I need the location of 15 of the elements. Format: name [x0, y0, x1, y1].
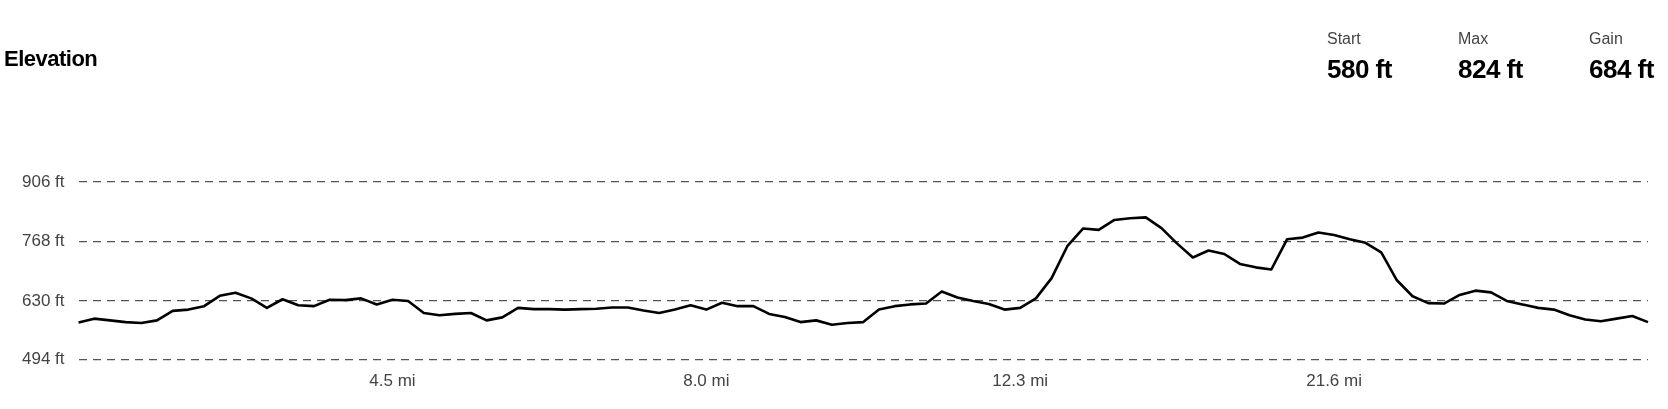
text: Max	[1458, 30, 1490, 48]
chart-title: Elevation	[4, 46, 98, 72]
x-tick-label: 21.6 mi	[1306, 371, 1362, 391]
y-tick-label: 630 ft	[21, 290, 65, 310]
y-tick-label: 494 ft	[21, 349, 65, 369]
y-tick-label: 768 ft	[21, 231, 65, 251]
y-tick-label: 906 ft	[21, 171, 65, 191]
text: 684 ft	[1589, 54, 1654, 85]
text: 824 ft	[1458, 54, 1523, 85]
text: 580 ft	[1327, 54, 1392, 85]
text: Gain	[1589, 30, 1624, 48]
text: Start	[1327, 30, 1362, 48]
x-tick-label: 4.5 mi	[369, 371, 416, 391]
x-tick-label: 12.3 mi	[992, 371, 1049, 391]
x-tick-label: 8.0 mi	[683, 371, 730, 391]
